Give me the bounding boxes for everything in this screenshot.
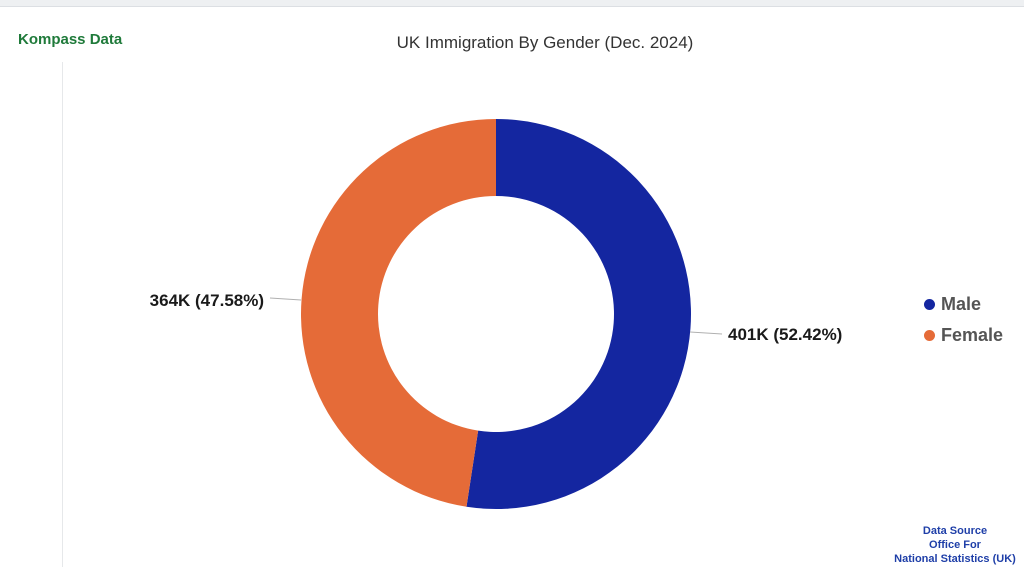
- legend-label-male: Male: [941, 294, 982, 314]
- source-line-2: Office For: [929, 539, 981, 551]
- top-border: [0, 0, 1024, 7]
- leader-line-male: [689, 331, 723, 335]
- data-source-note: Data Source Office For National Statisti…: [880, 524, 1024, 566]
- chart-legend: Male Female: [924, 289, 1003, 351]
- chart-title: UK Immigration By Gender (Dec. 2024): [396, 33, 694, 52]
- legend-marker-male: [924, 299, 935, 310]
- legend-item-female[interactable]: Female: [924, 320, 1003, 351]
- leader-line-female: [269, 297, 302, 301]
- legend-label-female: Female: [941, 325, 1004, 345]
- data-label-male: 401K (52.42%): [728, 325, 842, 344]
- source-line-1: Data Source: [922, 525, 988, 537]
- donut-slice-female[interactable]: [300, 119, 496, 507]
- legend-item-male[interactable]: Male: [924, 289, 1003, 320]
- left-divider: [62, 62, 63, 567]
- data-label-female: 364K (47.58%): [150, 291, 264, 310]
- header-strip: [0, 7, 1024, 29]
- legend-marker-female: [924, 330, 935, 341]
- brand-logo-text: Kompass Data: [18, 31, 123, 48]
- source-line-3: National Statistics (UK): [894, 553, 1016, 565]
- donut-slice-male[interactable]: [466, 119, 691, 509]
